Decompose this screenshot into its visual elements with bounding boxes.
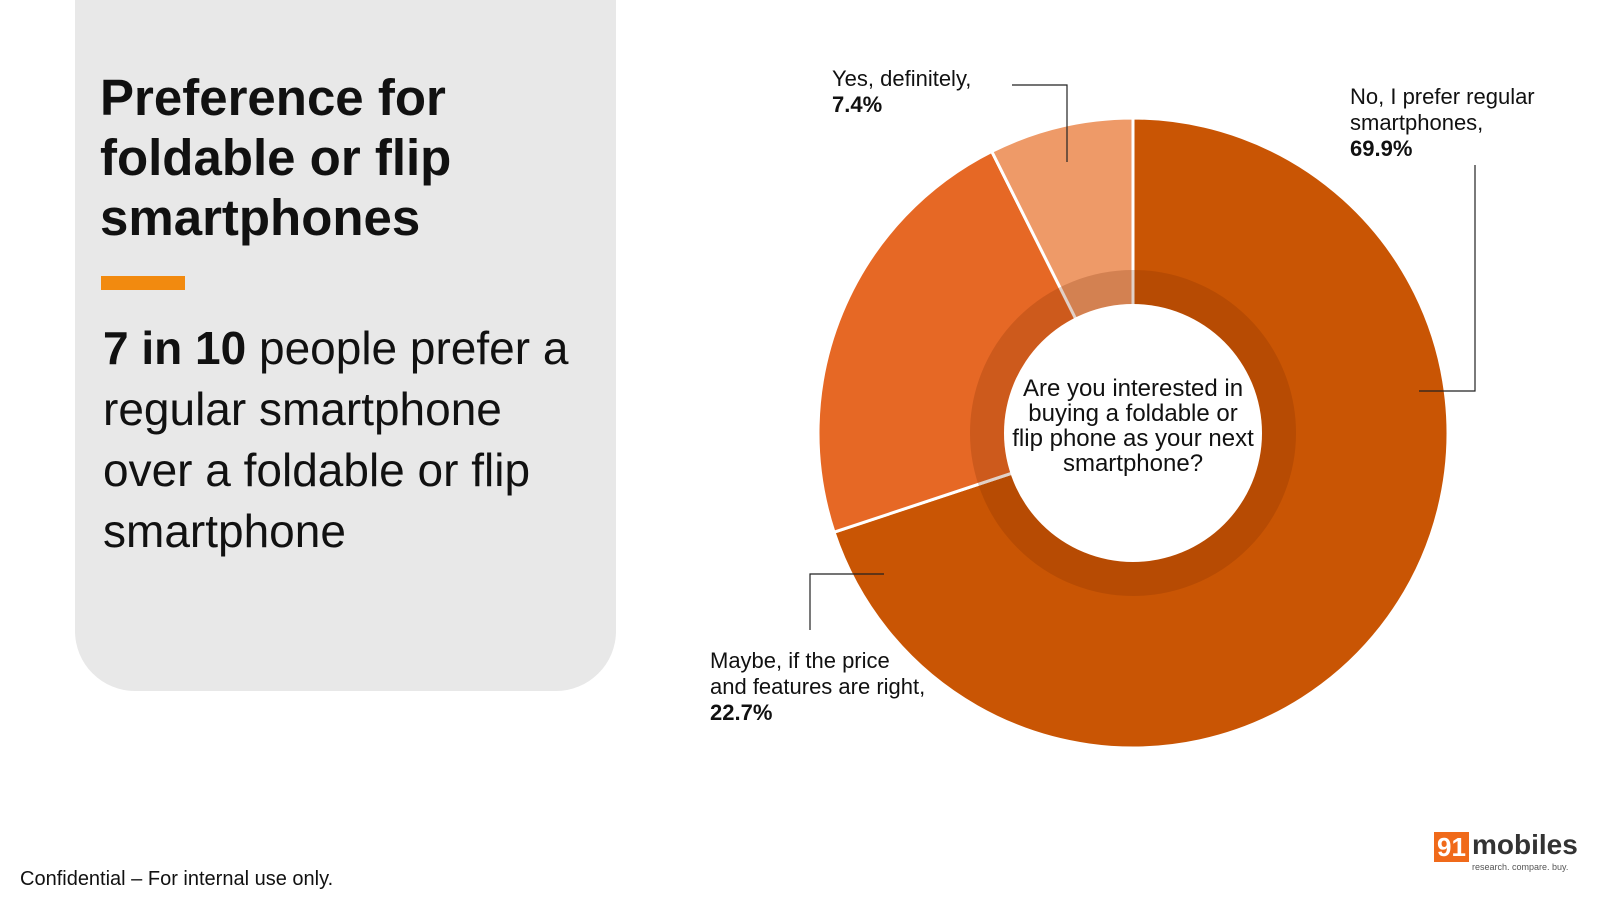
logo: 91 mobiles research. compare. buy. xyxy=(1434,829,1584,872)
logo-tagline: research. compare. buy. xyxy=(1472,862,1569,872)
category-label: No, I prefer regular smartphones, xyxy=(1350,84,1535,135)
subtitle: 7 in 10 people prefer a regular smartpho… xyxy=(103,318,603,562)
value-label: 22.7% xyxy=(710,700,773,725)
value-label: 7.4% xyxy=(832,92,883,117)
leader-line xyxy=(1419,165,1476,392)
category-label: Yes, definitely, xyxy=(832,66,972,91)
accent-bar xyxy=(101,276,185,290)
leader-line xyxy=(1012,84,1068,162)
slice-label: No, I prefer regular smartphones, 69.9% xyxy=(1350,84,1580,162)
subtitle-text: people prefer a regular smartphone over … xyxy=(103,322,569,557)
category-label: Maybe, if the price and features are rig… xyxy=(710,648,926,699)
logo-name: mobiles xyxy=(1472,829,1578,860)
center-text: Are you interested in buying a foldable … xyxy=(1012,375,1254,477)
chart-title: Preference for foldable or flip smartpho… xyxy=(100,69,452,246)
slice-label: Yes, definitely, 7.4% xyxy=(832,66,1032,118)
slice-label: Maybe, if the price and features are rig… xyxy=(710,648,930,726)
footer: Confidential – For internal use only. xyxy=(20,868,334,890)
leader-line xyxy=(809,573,884,630)
inner-shade xyxy=(970,270,1296,596)
logo-number: 91 xyxy=(1434,832,1469,862)
donut-hole xyxy=(1004,304,1262,562)
value-label: 69.9% xyxy=(1350,136,1413,161)
panel xyxy=(75,0,616,691)
subtitle-bold: 7 in 10 xyxy=(103,322,247,374)
